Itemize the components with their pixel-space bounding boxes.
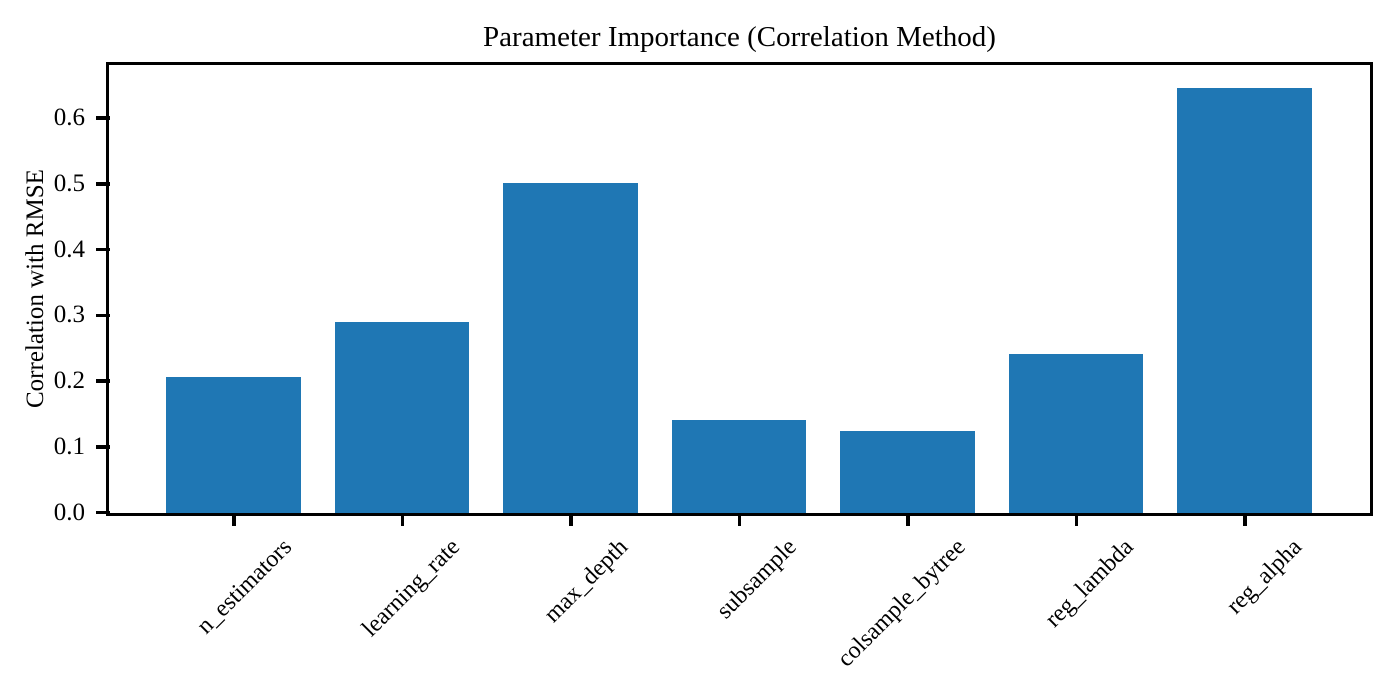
y-tick-mark: [96, 182, 110, 186]
x-tick-label-learning_rate: learning_rate: [357, 534, 465, 642]
x-tick-mark: [1074, 512, 1079, 526]
x-tick-label-subsample: subsample: [711, 534, 802, 625]
y-tick-mark: [96, 379, 110, 383]
x-tick-label-colsample_bytree: colsample_bytree: [832, 534, 971, 673]
x-tick-mark: [400, 512, 405, 526]
bar-reg_lambda: [1008, 353, 1144, 513]
y-tick-mark: [96, 116, 110, 120]
x-tick-mark: [569, 512, 573, 526]
bar-learning_rate: [334, 321, 470, 513]
x-tick-mark: [1243, 512, 1247, 526]
x-tick-mark: [737, 512, 742, 526]
x-tick-label-n_estimators: n_estimators: [191, 534, 297, 640]
chart-title: Parameter Importance (Correlation Method…: [483, 21, 996, 53]
y-tick-label: 0.3: [53, 301, 85, 329]
bar-reg_alpha: [1176, 87, 1312, 513]
x-tick-label-max_depth: max_depth: [539, 534, 634, 628]
bar-colsample_bytree: [840, 430, 975, 513]
x-tick-mark: [906, 512, 910, 526]
x-tick-mark: [232, 512, 236, 526]
x-tick-label-reg_alpha: reg_alpha: [1221, 534, 1308, 620]
y-tick-label: 0.5: [53, 169, 85, 197]
y-tick-label: 0.4: [53, 235, 85, 263]
plot-area: [106, 62, 1373, 516]
y-tick-mark: [96, 313, 110, 318]
y-tick-label: 0.0: [53, 498, 85, 526]
x-tick-label-reg_lambda: reg_lambda: [1040, 534, 1139, 633]
y-tick-mark: [96, 247, 110, 252]
bar-max_depth: [503, 183, 638, 513]
bar-subsample: [671, 419, 807, 513]
y-tick-mark: [96, 510, 110, 515]
y-tick-label: 0.6: [53, 104, 85, 132]
y-tick-label: 0.1: [53, 432, 85, 460]
y-tick-mark: [96, 445, 110, 449]
y-tick-label: 0.2: [53, 367, 85, 395]
bar-n_estimators: [166, 376, 302, 513]
